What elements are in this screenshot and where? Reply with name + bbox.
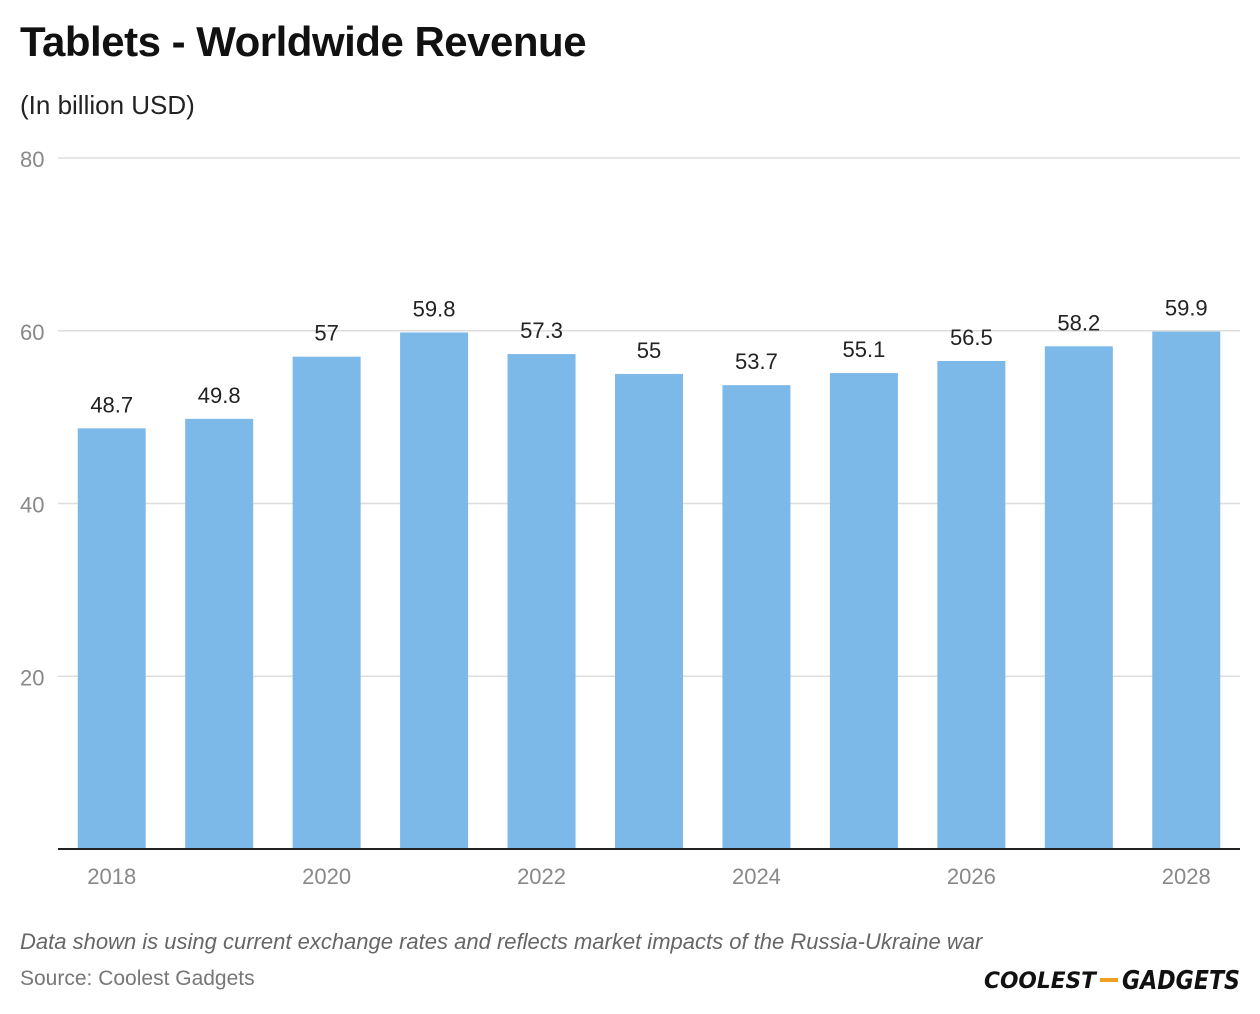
data-label: 48.7 [90, 392, 133, 417]
x-tick-label: 2024 [732, 864, 781, 889]
bar [829, 373, 898, 849]
source-credit: Source: Coolest Gadgets [20, 967, 255, 990]
data-label: 49.8 [198, 383, 241, 408]
x-tick-label: 2018 [87, 864, 136, 889]
svg-text:GADGETS: GADGETS [1122, 966, 1240, 996]
data-label: 59.9 [1165, 296, 1208, 321]
data-label: 59.8 [413, 296, 456, 321]
data-label: 57.3 [520, 318, 563, 343]
chart-title: Tablets - Worldwide Revenue [20, 18, 587, 65]
bar-chart: 20 40 60 80 48.7 2018 49.8 57 2020 59.8 57.3 2022 55… [20, 147, 1240, 889]
x-tick-label: 2026 [947, 864, 996, 889]
data-label: 53.7 [735, 349, 778, 374]
bar [615, 373, 683, 849]
x-tick-label: 2022 [517, 864, 566, 889]
bar [185, 418, 254, 849]
chart-subtitle: (In billion USD) [20, 90, 195, 120]
y-tick-label: 40 [20, 493, 44, 518]
bar [507, 354, 576, 849]
x-tick-label: 2028 [1162, 864, 1211, 889]
svg-text:COOLEST: COOLEST [984, 969, 1098, 994]
data-label: 56.5 [950, 325, 993, 350]
bar [292, 356, 361, 849]
x-tick-label: 2020 [302, 864, 351, 889]
data-label: 58.2 [1057, 310, 1100, 335]
data-label: 55 [637, 338, 661, 363]
y-tick-label: 20 [20, 665, 44, 690]
bar [77, 428, 146, 849]
y-tick-label: 60 [20, 320, 44, 345]
y-tick-label: 80 [20, 147, 44, 172]
chart-note: Data shown is using current exchange rat… [20, 929, 983, 954]
data-label: 55.1 [842, 337, 885, 362]
bar [937, 360, 1006, 849]
bar [400, 332, 469, 849]
bar [1152, 331, 1221, 849]
bar [722, 385, 791, 849]
bar [1044, 346, 1113, 849]
data-label: 57 [314, 321, 338, 346]
coolest-gadgets-logo: COOLEST GADGETS [984, 966, 1240, 996]
